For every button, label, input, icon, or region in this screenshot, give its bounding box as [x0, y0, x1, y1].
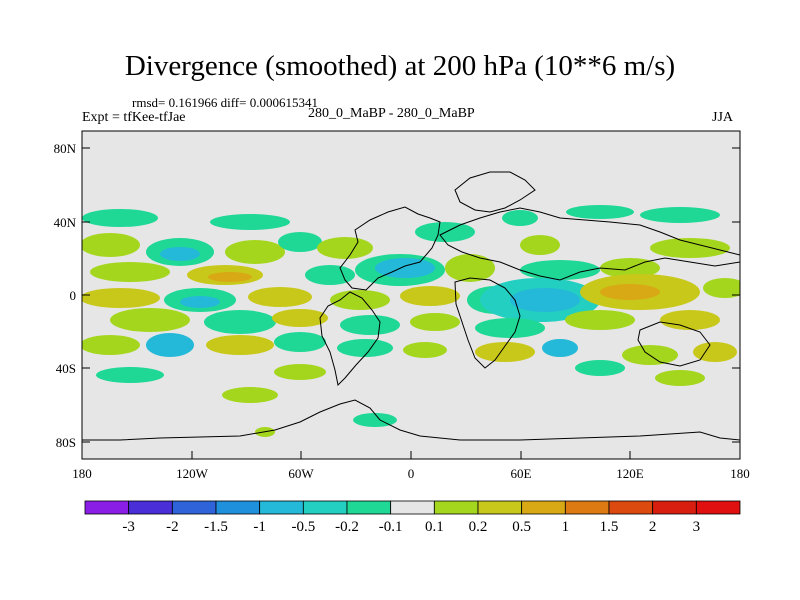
lat-tick-label: 80S: [56, 435, 76, 450]
colorbar-swatch: [564, 500, 610, 515]
colorbar-swatch: [608, 500, 654, 515]
colorbar-label: -0.1: [379, 519, 403, 535]
colorbar-swatch: [84, 500, 130, 515]
colorbar-swatch: [128, 500, 173, 515]
colorbar-swatch: [477, 500, 523, 515]
colorbar-swatch: [259, 500, 304, 515]
lat-tick-label: 40S: [56, 361, 76, 376]
colorbar-swatch: [695, 500, 741, 515]
colorbar-swatch: [346, 500, 392, 515]
colorbar-label: -1.5: [204, 519, 228, 535]
lon-tick-label: 60W: [288, 466, 314, 481]
colorbar-swatch: [433, 500, 479, 515]
lon-axis: [81, 451, 741, 459]
lon-tick-label: 0: [408, 466, 415, 481]
lon-tick-label: 180: [730, 466, 750, 481]
colorbar-label: -0.2: [335, 519, 359, 535]
colorbar-swatch: [521, 500, 566, 515]
lat-tick-label: 80N: [54, 141, 77, 156]
colorbar-label: 1.5: [600, 519, 619, 535]
colorbar-label: 0.2: [469, 519, 488, 535]
stats-label: rmsd= 0.161966 diff= 0.000615341: [132, 95, 318, 110]
lon-tick-label: 120E: [616, 466, 644, 481]
colorbar-label: 3: [693, 519, 701, 535]
colorbar-label: 0.1: [425, 519, 444, 535]
colorbar-label: 1: [562, 519, 570, 535]
colorbar-swatch: [171, 500, 217, 515]
colorbar-swatch: [215, 500, 261, 515]
colorbar-label: 0.5: [512, 519, 531, 535]
colorbar-label: 2: [649, 519, 657, 535]
map-title: Divergence (smoothed) at 200 hPa (10**6 …: [124, 50, 676, 82]
season-label: JJA: [712, 110, 734, 125]
lon-tick-label: 60E: [511, 466, 532, 481]
colorbar-swatch: [652, 500, 697, 515]
lat-tick-label: 40N: [54, 215, 77, 230]
lon-tick-label: 180: [72, 466, 92, 481]
lon-tick-label: 120W: [176, 466, 209, 481]
colorbar-label: -2: [166, 519, 179, 535]
colorbar: -3 -2 -1.5 -1 -0.5 -0.2 -0.1 0.1 0.2 0.5 1 1.5 2 3: [84, 500, 741, 535]
lat-tick-label: 0: [70, 288, 77, 303]
colorbar-swatch: [302, 500, 348, 515]
coastlines: [82, 171, 740, 441]
colorbar-label: -3: [122, 519, 135, 535]
colorbar-swatch: [390, 500, 435, 515]
experiment-label: Expt = tfKee-tfJae: [82, 110, 186, 125]
divergence-field: [82, 205, 740, 437]
colorbar-label: -1: [253, 519, 266, 535]
colorbar-label: -0.5: [291, 519, 315, 535]
subtitle-label: 280_0_MaBP - 280_0_MaBP: [308, 106, 475, 121]
lat-axis: [82, 147, 740, 443]
